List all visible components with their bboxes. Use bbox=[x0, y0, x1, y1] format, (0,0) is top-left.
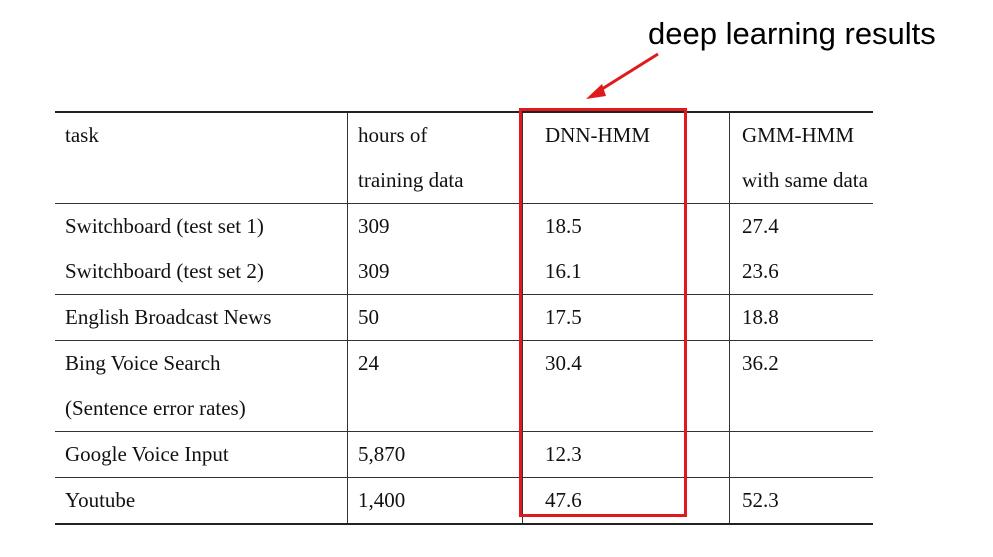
hours-cell: 309 bbox=[347, 203, 523, 249]
dnn-cell bbox=[522, 386, 730, 432]
task-cell: Google Voice Input bbox=[55, 431, 348, 478]
table-row: (Sentence error rates) bbox=[55, 386, 873, 432]
dnn-cell: 12.3 bbox=[522, 431, 730, 478]
gmm-cell: 18.8 bbox=[729, 294, 873, 341]
dnn-cell: 16.1 bbox=[522, 249, 730, 295]
header-cell bbox=[55, 158, 348, 204]
header-cell: with same data bbox=[742, 168, 868, 192]
gmm-cell: 23.6 bbox=[742, 259, 779, 283]
table-row: Google Voice Input 5,870 12.3 bbox=[55, 431, 873, 478]
header-cell: GMM-HMM bbox=[742, 123, 855, 147]
task-cell: English Broadcast News bbox=[55, 294, 348, 341]
header-cell: hours of bbox=[347, 112, 523, 158]
header-cell: DNN-HMM bbox=[522, 112, 730, 158]
dnn-cell: 30.4 bbox=[522, 340, 730, 386]
table-row: Youtube 1,400 47.6 52.3 bbox=[55, 477, 873, 524]
table-row: Switchboard (test set 2) 309 16.1 23.6 bbox=[55, 249, 873, 295]
results-table-container: task hours of DNN-HMM GMM-HMM training d… bbox=[55, 111, 873, 525]
table-header-row: task hours of DNN-HMM GMM-HMM bbox=[55, 112, 873, 158]
hours-cell: 24 bbox=[347, 340, 523, 386]
hours-cell: 1,400 bbox=[347, 477, 523, 524]
dnn-cell: 18.5 bbox=[522, 203, 730, 249]
annotation-label: deep learning results bbox=[648, 16, 936, 51]
table-row: Bing Voice Search 24 30.4 36.2 bbox=[55, 340, 873, 386]
header-cell: task bbox=[55, 112, 348, 158]
task-cell: (Sentence error rates) bbox=[55, 386, 348, 432]
hours-cell bbox=[347, 386, 523, 432]
results-table: task hours of DNN-HMM GMM-HMM training d… bbox=[55, 111, 873, 525]
gmm-cell bbox=[729, 431, 873, 478]
table-row: English Broadcast News 50 17.5 18.8 bbox=[55, 294, 873, 341]
annotation-arrow bbox=[586, 52, 659, 99]
task-cell: Youtube bbox=[55, 477, 348, 524]
header-cell bbox=[522, 158, 730, 204]
task-cell: Switchboard (test set 1) bbox=[55, 203, 348, 249]
gmm-cell: 52.3 bbox=[729, 477, 873, 524]
gmm-cell: 36.2 bbox=[729, 340, 873, 386]
hours-cell: 5,870 bbox=[347, 431, 523, 478]
gmm-cell: 27.4 bbox=[729, 203, 873, 249]
table-row: Switchboard (test set 1) 309 18.5 27.4 bbox=[55, 203, 873, 249]
table-header-row: training data with same data bbox=[55, 158, 873, 204]
task-cell: Switchboard (test set 2) bbox=[55, 249, 348, 295]
hours-cell: 50 bbox=[347, 294, 523, 341]
task-cell: Bing Voice Search bbox=[55, 340, 348, 386]
gmm-cell bbox=[730, 386, 874, 432]
hours-cell: 309 bbox=[347, 249, 523, 295]
dnn-highlight-box bbox=[519, 108, 687, 517]
dnn-cell: 17.5 bbox=[522, 294, 730, 341]
header-cell: training data bbox=[347, 158, 523, 204]
